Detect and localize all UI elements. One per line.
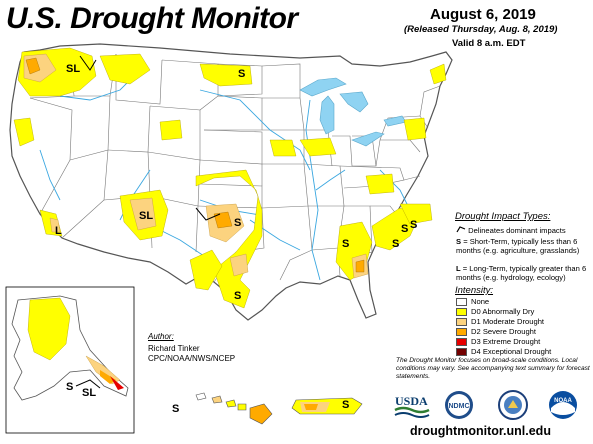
legend-none: None: [456, 297, 489, 306]
legend-swatch-d1: [456, 317, 467, 326]
impact-l-key: L: [456, 264, 461, 273]
release-date: (Released Thursday, Aug. 8, 2019): [404, 24, 558, 35]
map-title: U.S. Drought Monitor: [6, 2, 298, 35]
impact-line-icon: [456, 226, 466, 233]
label-nm: SL: [139, 210, 153, 222]
author-title: Author:: [148, 332, 174, 341]
label-ca: L: [55, 225, 62, 237]
label-ok: S: [234, 217, 241, 229]
label-hi: S: [172, 403, 179, 415]
impact-types-title: Drought Impact Types:: [455, 211, 551, 222]
website-url[interactable]: droughtmonitor.unl.edu: [410, 424, 551, 438]
author-org: CPC/NOAA/NWS/NCEP: [148, 354, 236, 363]
svg-text:NDMC: NDMC: [449, 403, 470, 410]
legend-label-d0: D0 Abnormally Dry: [471, 307, 535, 316]
noaa-logo-icon: NOAA: [549, 391, 577, 419]
svg-text:NOAA: NOAA: [554, 398, 572, 404]
legend-d4: D4 Exceptional Drought: [456, 347, 551, 356]
svg-text:USDA: USDA: [395, 394, 428, 408]
pr-d2: [304, 404, 318, 410]
alaska-d3: [110, 376, 124, 390]
label-al: S: [342, 238, 349, 250]
hawaii-islands: [195, 392, 273, 425]
ndmc-logo-icon: NDMC: [445, 391, 473, 419]
impact-lines: [75, 55, 221, 389]
legend-d2: D2 Severe Drought: [456, 327, 536, 336]
label-pr: S: [342, 399, 349, 411]
legend-d3: D3 Extreme Drought: [456, 337, 540, 346]
commerce-logo[interactable]: [494, 390, 532, 420]
label-ga: S: [392, 238, 399, 250]
legend-swatch-none: [456, 297, 467, 306]
impact-s-desc: = Short-Term, typically less than 6 mont…: [456, 237, 580, 255]
commerce-seal-icon: [498, 390, 528, 420]
impact-s-key: S: [456, 237, 462, 246]
legend-d0: D0 Abnormally Dry: [456, 307, 534, 316]
legend-swatch-d2: [456, 327, 467, 336]
d2-areas: [25, 57, 365, 273]
impact-line-legend: Delineates dominant impacts: [456, 225, 566, 235]
legend-label-d1: D1 Moderate Drought: [471, 317, 545, 326]
legend-label-none: None: [471, 297, 490, 306]
legend-label-d3: D3 Extreme Drought: [471, 337, 541, 346]
label-pnw: SL: [66, 63, 80, 75]
impact-line-label: Delineates dominant impacts: [468, 226, 566, 235]
alaska-d2: [100, 370, 116, 384]
label-tx: S: [234, 290, 241, 302]
alaska-d0: [27, 297, 71, 361]
legend-swatch-d3: [456, 337, 467, 346]
map-date: August 6, 2019: [430, 6, 536, 23]
impact-s-legend: S = Short-Term, typically less than 6 mo…: [456, 237, 591, 255]
label-mt: S: [238, 68, 245, 80]
legend-label-d2: D2 Severe Drought: [471, 327, 537, 336]
label-ak1: S: [66, 381, 73, 393]
legend-label-d4: D4 Exceptional Drought: [471, 347, 552, 356]
noaa-logo[interactable]: NOAA: [544, 390, 582, 420]
valid-time: Valid 8 a.m. EDT: [452, 38, 526, 49]
legend-swatch-d4: [456, 347, 467, 356]
usda-logo-icon: USDA: [394, 394, 430, 418]
label-ak2: SL: [82, 387, 96, 399]
legend-d1: D1 Moderate Drought: [456, 317, 544, 326]
author-name: Richard Tinker: [148, 344, 200, 353]
ndmc-logo[interactable]: NDMC: [440, 390, 478, 420]
impact-l-desc: = Long-Term, typically greater than 6 mo…: [456, 264, 587, 282]
intensity-title: Intensity:: [455, 285, 494, 296]
label-sc: S: [401, 223, 408, 235]
usda-logo[interactable]: USDA: [393, 390, 431, 420]
impact-l-legend: L = Long-Term, typically greater than 6 …: [456, 264, 591, 282]
disclaimer-text: The Drought Monitor focuses on broad-sca…: [396, 357, 590, 380]
great-lakes: [299, 77, 407, 147]
label-nc: S: [410, 219, 417, 231]
legend-swatch-d0: [456, 307, 467, 316]
